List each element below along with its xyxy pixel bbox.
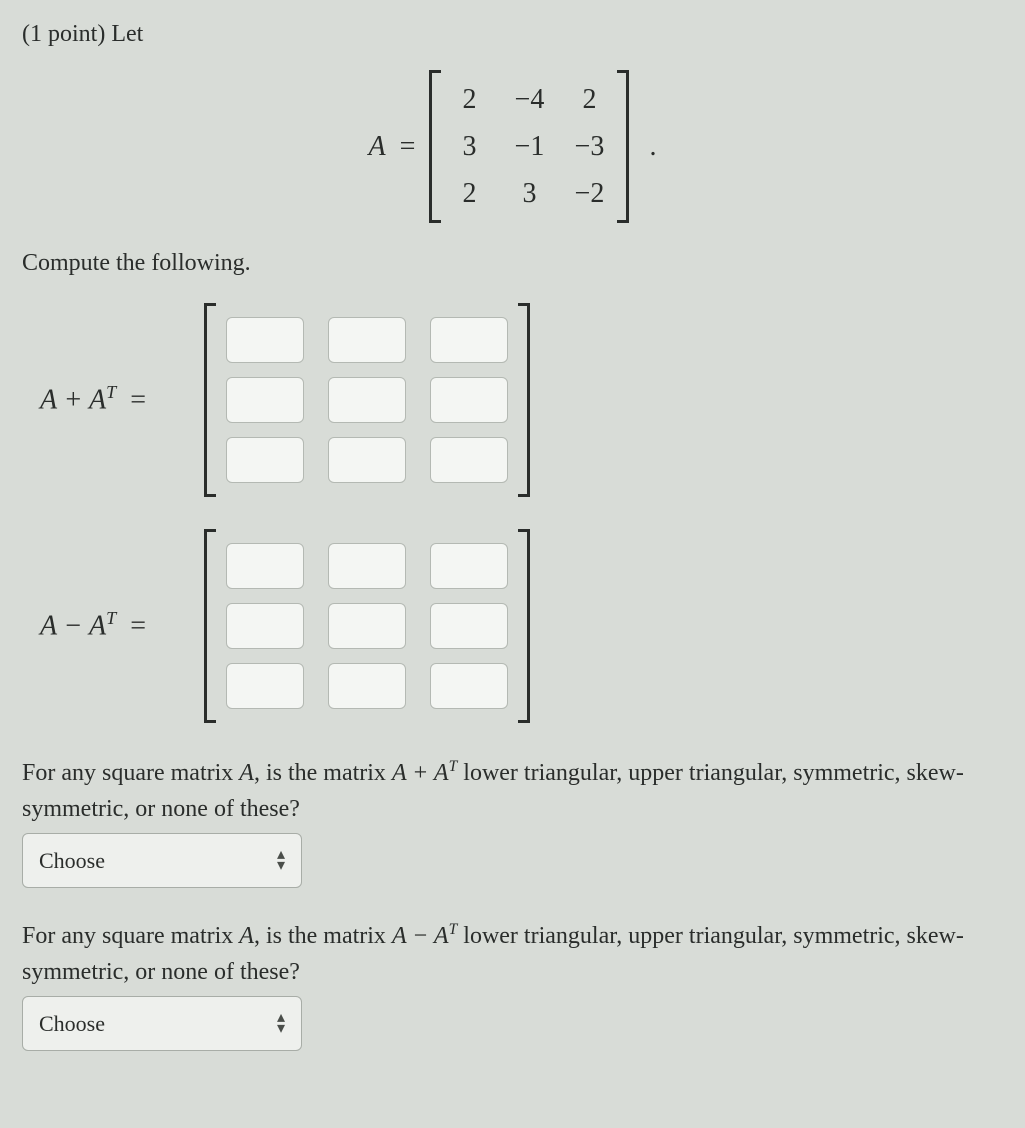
header-line: (1 point) Let [22,18,1003,52]
expr2-matrix [204,529,530,723]
expr1-cell-input[interactable] [226,437,304,483]
period: . [649,127,656,166]
matrix-definition: A = 2−423−1−323−2 . [22,70,1003,224]
chevron-updown-icon: ▴▾ [277,1012,285,1034]
expr2-cell-input[interactable] [226,663,304,709]
expr1-label: A + AT = [40,380,190,420]
expr1-cell-input[interactable] [226,377,304,423]
expr1-cell-input[interactable] [226,317,304,363]
expr2-cell-input[interactable] [430,603,508,649]
select-label: Choose [39,844,105,877]
matrix-cell: −2 [569,174,609,213]
expr2-cell-input[interactable] [430,663,508,709]
expr2-label: A − AT = [40,606,190,646]
matrix-cell: −1 [509,127,549,166]
expr1-cell-input[interactable] [430,437,508,483]
expr1-cell-input[interactable] [430,377,508,423]
matrix-cell: 2 [449,80,489,119]
expr2-cell-input[interactable] [226,603,304,649]
compute-label: Compute the following. [22,247,1003,281]
expr1-cell-input[interactable] [328,317,406,363]
expression-1-row: A + AT = [40,303,1003,497]
equals-sign: = [400,127,416,166]
question-1-select[interactable]: Choose ▴▾ [22,833,302,888]
matrix-cell: 3 [449,127,489,166]
matrix-cell: 2 [569,80,609,119]
expr1-cell-input[interactable] [430,317,508,363]
expr2-cell-input[interactable] [328,603,406,649]
expr2-cell-input[interactable] [328,663,406,709]
expr1-cell-input[interactable] [328,437,406,483]
problem-container: (1 point) Let A = 2−423−1−323−2 . Comput… [0,0,1025,1095]
expression-2-row: A − AT = [40,529,1003,723]
matrix-cell: −3 [569,127,609,166]
expr2-cell-input[interactable] [328,543,406,589]
matrix-cell: 2 [449,174,489,213]
question-2-select[interactable]: Choose ▴▾ [22,996,302,1051]
expr2-cell-input[interactable] [430,543,508,589]
matrix-A: 2−423−1−323−2 [429,70,629,224]
expr2-cell-input[interactable] [226,543,304,589]
chevron-updown-icon: ▴▾ [277,849,285,871]
matrix-cell: 3 [509,174,549,213]
let-label: Let [111,21,143,47]
expr1-matrix [204,303,530,497]
expr1-cell-input[interactable] [328,377,406,423]
select-label: Choose [39,1007,105,1040]
question-1: For any square matrix A, is the matrix A… [22,755,1003,888]
question-2: For any square matrix A, is the matrix A… [22,918,1003,1051]
points-label: (1 point) [22,21,105,47]
matrix-var: A [369,127,386,166]
matrix-cell: −4 [509,80,549,119]
